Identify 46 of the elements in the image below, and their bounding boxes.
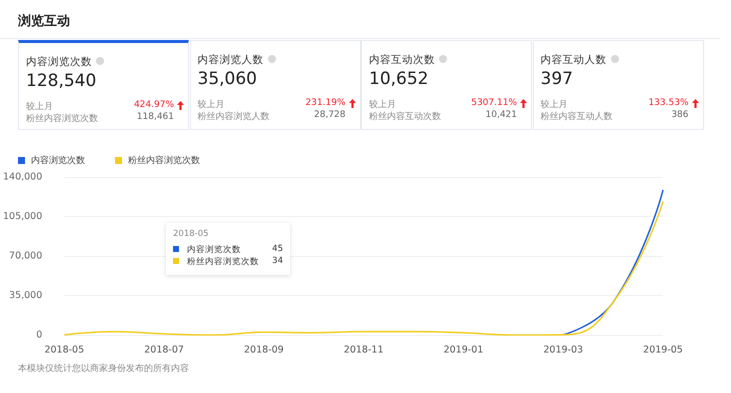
text: 128,540 bbox=[26, 71, 96, 91]
text: 118,461 bbox=[136, 112, 174, 122]
text: 397 bbox=[540, 69, 573, 89]
y-tick-label: 0 bbox=[36, 330, 42, 340]
text: 424.97% bbox=[134, 100, 174, 110]
legend-label: 粉丝内容浏览次数 bbox=[187, 257, 259, 267]
x-tick-label: 2018-07 bbox=[144, 344, 184, 356]
text: 粉丝内容浏览人数 bbox=[198, 110, 270, 123]
y-tick-label: 105,000 bbox=[2, 211, 42, 222]
y-tick-label: 70,000 bbox=[9, 250, 42, 262]
text: 28,728 bbox=[314, 110, 346, 120]
text: 较上月 bbox=[26, 100, 53, 113]
text: 较上月 bbox=[540, 98, 568, 111]
text: 粉丝内容浏览次数 bbox=[128, 156, 200, 166]
x-tick-label: 2018-05 bbox=[44, 344, 84, 356]
annotation: 34 bbox=[272, 256, 283, 266]
text: 粉丝内容互动人数 bbox=[540, 110, 612, 123]
text: 10,652 bbox=[369, 69, 428, 89]
text: 10,421 bbox=[486, 110, 517, 120]
y-tick-label: 35,000 bbox=[9, 290, 42, 301]
text: 粉丝内容浏览次数 bbox=[26, 112, 98, 125]
y-tick-label: 140,000 bbox=[2, 172, 42, 182]
text: 较上月 bbox=[369, 98, 396, 111]
x-tick-label: 2018-09 bbox=[244, 344, 284, 356]
text: 386 bbox=[671, 110, 688, 120]
x-tick-label: 2019-05 bbox=[643, 344, 683, 356]
x-tick-label: 2018-11 bbox=[344, 344, 384, 356]
text: 内容互动次数 bbox=[369, 53, 436, 67]
text: 5307.11% bbox=[471, 98, 517, 108]
x-tick-label: 2019-01 bbox=[444, 344, 484, 356]
text: 内容浏览人数 bbox=[198, 53, 264, 67]
legend-label: 内容浏览次数 bbox=[187, 245, 241, 255]
text: 本模块仅统计您以商家身份发布的所有内容 bbox=[18, 362, 189, 375]
text: 内容浏览次数 bbox=[31, 156, 85, 166]
line-series bbox=[64, 200, 664, 336]
text: 粉丝内容互动次数 bbox=[369, 110, 441, 123]
text: 231.19% bbox=[305, 98, 346, 108]
x-tick-label: 2019-03 bbox=[543, 344, 584, 356]
text: 内容互动人数 bbox=[540, 53, 608, 67]
annotation: 45 bbox=[272, 244, 283, 254]
text: 内容浏览次数 bbox=[26, 55, 93, 69]
text: 较上月 bbox=[198, 98, 224, 111]
text: 35,060 bbox=[198, 69, 257, 89]
annotation: 2018-05 bbox=[173, 229, 209, 239]
text: 133.53% bbox=[648, 98, 688, 108]
text: 浏览互动 bbox=[18, 12, 70, 30]
